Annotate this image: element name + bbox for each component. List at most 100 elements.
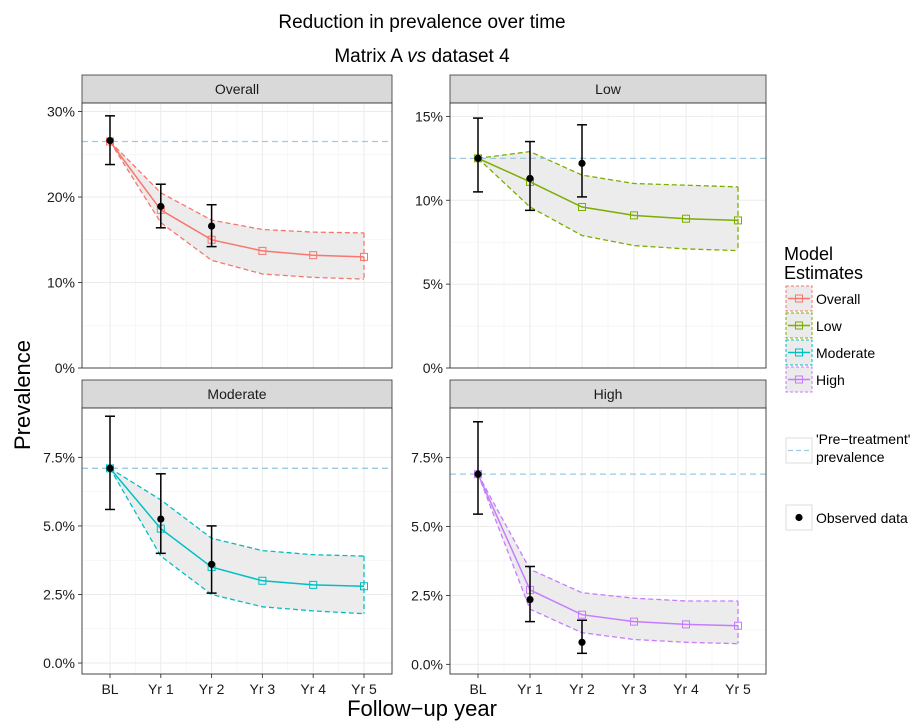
confidence-ribbon <box>110 141 364 280</box>
facet-strip <box>81 74 393 104</box>
estimate-point <box>309 580 318 589</box>
observed-point <box>157 515 165 523</box>
facet-label: High <box>594 386 623 402</box>
facet-strip <box>449 379 767 409</box>
estimate-point <box>360 582 368 591</box>
y-tick-label: 0.0% <box>411 656 443 672</box>
estimate-point <box>258 576 267 585</box>
observed-point <box>578 638 586 646</box>
legend-pretreatment-label: 'Pre−treatment' <box>816 431 910 447</box>
panel-border <box>449 102 767 369</box>
confidence-ribbon <box>478 151 738 251</box>
estimate-line <box>109 467 365 587</box>
x-tick-label: Yr 4 <box>300 681 326 697</box>
observed-point <box>578 159 586 167</box>
x-tick-label: Yr 5 <box>725 681 751 697</box>
legend-title: Estimates <box>784 263 863 283</box>
confidence-ribbon <box>110 468 364 614</box>
observed-point <box>157 202 165 211</box>
legend-key-marker <box>795 294 803 303</box>
x-tick-label: BL <box>101 681 118 697</box>
y-tick-label: 2.5% <box>411 587 443 603</box>
legend-key-marker <box>795 321 803 330</box>
legend: Model Estimates Overall Low Moderate High 'Pr… <box>784 244 910 531</box>
lower-bound-line <box>109 141 365 280</box>
x-tick-label: Yr 3 <box>621 681 647 697</box>
legend-label: Low <box>816 318 843 334</box>
legend-key-moderate: Moderate <box>785 339 875 366</box>
legend-key-overall: Overall <box>785 285 860 312</box>
panels-layer: Overall 0% 10% 20% 30% Low 0% 5% 10% 15% Moderate 0… <box>43 74 767 697</box>
observed-point <box>208 222 216 230</box>
observed-point <box>106 464 114 472</box>
legend-key-marker <box>795 375 803 384</box>
lower-bound-line <box>477 473 739 645</box>
panel-border <box>449 407 767 675</box>
observed-point <box>474 470 482 478</box>
y-tick-label: 7.5% <box>43 449 75 465</box>
y-tick-label: 2.5% <box>43 586 75 602</box>
lower-bound-line <box>477 157 739 252</box>
y-tick-label: 7.5% <box>411 450 443 466</box>
panel-border <box>81 407 393 675</box>
estimate-line <box>109 141 365 258</box>
panel-overall: Overall 0% 10% 20% 30% <box>47 74 393 376</box>
estimate-point <box>630 211 638 220</box>
legend-observed-label: Observed data <box>816 510 908 526</box>
x-tick-label: Yr 4 <box>673 681 699 697</box>
y-tick-label: 0% <box>423 360 443 376</box>
x-axis-label: Follow−up year <box>347 696 497 721</box>
legend-label: Moderate <box>816 345 875 361</box>
x-tick-label: BL <box>469 681 486 697</box>
chart-subtitle: Matrix A vs dataset 4 <box>334 46 510 67</box>
estimate-point <box>682 620 690 629</box>
y-tick-label: 10% <box>47 275 75 291</box>
chart-subtitle-italic: vs <box>407 46 427 67</box>
observed-point <box>526 595 534 604</box>
x-tick-label: Yr 1 <box>517 681 543 697</box>
x-tick-label: Yr 2 <box>199 681 225 697</box>
estimate-point <box>360 252 368 261</box>
panel-moderate: Moderate 0.0% 2.5% 5.0% 7.5% BL Yr 1 Yr 2 Yr 3 Yr… <box>43 379 393 697</box>
y-tick-label: 10% <box>415 192 443 208</box>
upper-bound-line <box>477 150 739 188</box>
chart-subtitle-part1: Matrix A <box>334 46 407 67</box>
estimate-point <box>630 617 638 626</box>
y-tick-label: 0.0% <box>43 655 75 671</box>
y-tick-label: 20% <box>47 189 75 205</box>
chart-subtitle-part3: dataset 4 <box>426 46 510 67</box>
y-axis-label: Prevalence <box>10 340 35 450</box>
confidence-ribbon <box>478 474 738 644</box>
facet-strip <box>81 379 393 409</box>
x-tick-label: Yr 2 <box>569 681 595 697</box>
observed-point <box>208 560 216 568</box>
estimate-point <box>734 216 742 225</box>
legend-label: Overall <box>816 291 860 307</box>
observed-point <box>106 137 114 145</box>
y-tick-label: 5.0% <box>43 518 75 534</box>
upper-bound-line <box>109 467 365 557</box>
upper-bound-line <box>477 473 738 602</box>
estimate-point <box>734 621 742 630</box>
legend-key-marker <box>795 348 803 357</box>
estimate-line <box>477 473 739 627</box>
estimate-point <box>258 246 267 255</box>
panel-border <box>81 102 393 369</box>
y-tick-label: 5% <box>423 276 443 292</box>
y-tick-label: 30% <box>47 104 75 120</box>
panel-low: Low 0% 5% 10% 15% <box>415 74 767 376</box>
estimate-point <box>309 251 318 260</box>
y-tick-label: 15% <box>415 108 443 124</box>
legend-pretreatment-label: prevalence <box>816 449 885 465</box>
y-tick-label: 5.0% <box>411 519 443 535</box>
estimate-point <box>578 610 586 619</box>
facet-label: Low <box>595 81 622 97</box>
observed-point <box>526 174 534 183</box>
legend-title: Model <box>784 244 833 264</box>
x-tick-label: Yr 3 <box>250 681 276 697</box>
lower-bound-line <box>109 467 365 615</box>
x-tick-label: Yr 5 <box>351 681 377 697</box>
upper-bound-line <box>109 141 365 234</box>
